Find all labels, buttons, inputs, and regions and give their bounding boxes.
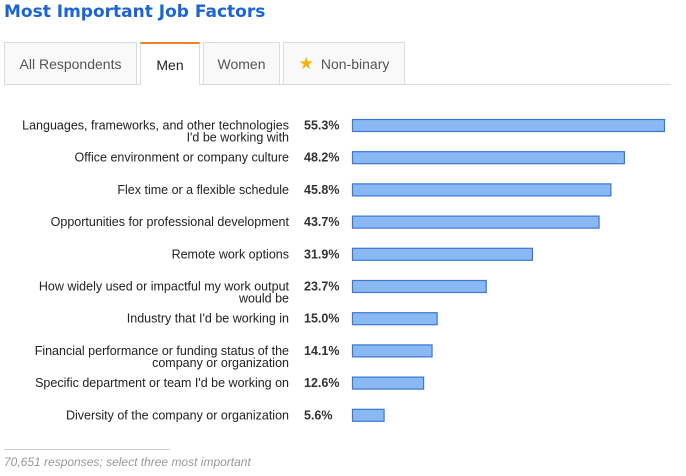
tab-men-label: Men: [156, 56, 184, 73]
value-label: 5.6%: [304, 408, 333, 422]
category-label: Flex time or a flexible schedule: [117, 183, 289, 197]
category-label: Opportunities for professional developme…: [51, 215, 290, 229]
category-label: Office environment or company culture: [75, 151, 290, 165]
bar-chart: Languages, frameworks, and other technol…: [22, 118, 666, 422]
bar: [351, 312, 438, 326]
category-label: Diversity of the company or organization: [66, 408, 289, 422]
value-label: 12.6%: [304, 376, 339, 390]
category-label: Languages, frameworks, and other technol…: [22, 119, 289, 145]
footnote-divider: [4, 449, 170, 450]
bar: [351, 183, 612, 197]
bar: [351, 215, 600, 229]
bar: [351, 118, 666, 133]
bar: [351, 344, 433, 358]
tab-women-label: Women: [217, 55, 266, 72]
star-icon: ★: [298, 54, 314, 73]
value-label: 23.7%: [304, 280, 339, 294]
value-label: 55.3%: [304, 119, 339, 133]
tab-non-binary[interactable]: ★ Non-binary: [283, 42, 405, 84]
category-label: Remote work options: [172, 247, 289, 261]
tab-all-respondents-label: All Respondents: [19, 55, 122, 72]
respondent-tabs: All Respondents Men Women ★ Non-binary: [4, 42, 671, 85]
category-label: Specific department or team I'd be worki…: [35, 376, 289, 390]
value-label: 14.1%: [304, 344, 339, 358]
value-label: 31.9%: [304, 247, 339, 261]
category-label: Financial performance or funding status …: [35, 344, 289, 370]
chart-title: Most Important Job Factors: [4, 2, 266, 22]
value-label: 45.8%: [304, 183, 339, 197]
tab-women[interactable]: Women: [203, 42, 280, 84]
category-label: Industry that I'd be working in: [127, 312, 289, 326]
bar: [351, 279, 487, 294]
tab-all-respondents[interactable]: All Respondents: [4, 42, 137, 84]
tab-non-binary-label: Non-binary: [320, 55, 390, 72]
value-label: 43.7%: [304, 215, 339, 229]
value-label: 48.2%: [304, 151, 339, 165]
category-label: How widely used or impactful my work out…: [39, 280, 290, 306]
tab-men[interactable]: Men: [140, 42, 200, 85]
bar: [351, 408, 385, 422]
value-label: 15.0%: [304, 312, 339, 326]
bar: [351, 376, 425, 390]
bar: [351, 247, 534, 261]
bar: [351, 151, 626, 165]
footnote: 70,651 responses; select three most impo…: [4, 455, 251, 469]
